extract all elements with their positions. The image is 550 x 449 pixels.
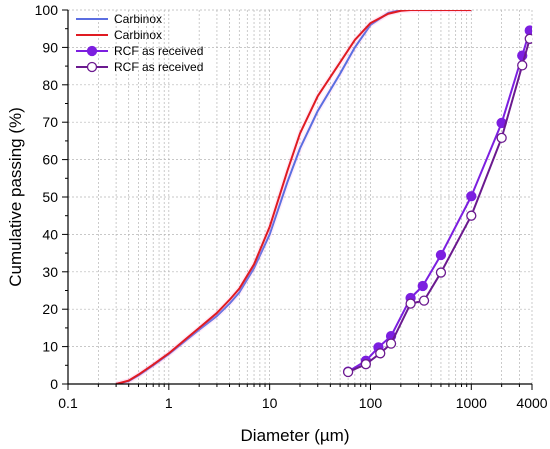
data-point (524, 33, 532, 44)
data-point (496, 132, 507, 144)
y-tick-label: 50 (42, 189, 58, 205)
data-point (342, 366, 354, 378)
series-layer (115, 10, 532, 384)
series-line-4 (347, 38, 531, 373)
legend-label-1: Carbinox (114, 12, 162, 26)
series-line-2 (115, 10, 472, 384)
x-tick-label: 100 (359, 395, 383, 411)
x-axis-label: Diameter (µm) (241, 426, 350, 445)
data-point (517, 60, 528, 71)
data-point (435, 249, 447, 261)
axes (62, 9, 533, 390)
y-tick-label: 90 (42, 39, 58, 55)
y-tick-label: 20 (42, 301, 58, 317)
y-tick-label: 0 (50, 376, 58, 392)
grid (68, 9, 533, 384)
series-line-3 (347, 30, 531, 373)
legend-label-2: Carbinox (114, 28, 162, 42)
data-point (466, 191, 477, 202)
data-point (466, 210, 477, 221)
y-tick-label: 60 (42, 152, 58, 168)
x-tick-label: 10 (262, 395, 278, 411)
data-point (385, 338, 397, 349)
legend: Carbinox Carbinox RCF as received RCF as re… (76, 12, 203, 74)
y-tick-label: 10 (42, 339, 58, 355)
data-point (405, 298, 416, 309)
data-point (360, 359, 372, 370)
legend-label-3: RCF as received (114, 44, 203, 58)
y-tick-label: 100 (35, 2, 59, 18)
data-point (375, 348, 386, 359)
data-point (418, 295, 430, 306)
x-tick-label: 1 (165, 395, 173, 411)
data-point (435, 267, 447, 278)
legend-marker-3 (86, 45, 98, 57)
x-tick-label: 0.1 (58, 395, 78, 411)
legend-marker-4 (86, 61, 98, 73)
y-tick-label: 30 (42, 264, 58, 280)
x-tick-label: 4000 (516, 395, 547, 411)
legend-label-4: RCF as received (114, 60, 203, 74)
tick-labels: 0 10 20 30 40 50 60 70 80 90 100 0.1 1 10 100 1000 4000 (35, 2, 548, 411)
y-tick-label: 70 (42, 114, 58, 130)
data-point (417, 280, 428, 292)
y-axis-label: Cumulative passing (%) (6, 107, 25, 287)
y-tick-label: 80 (42, 77, 58, 93)
x-tick-label: 1000 (456, 395, 487, 411)
y-tick-label: 40 (42, 226, 58, 242)
